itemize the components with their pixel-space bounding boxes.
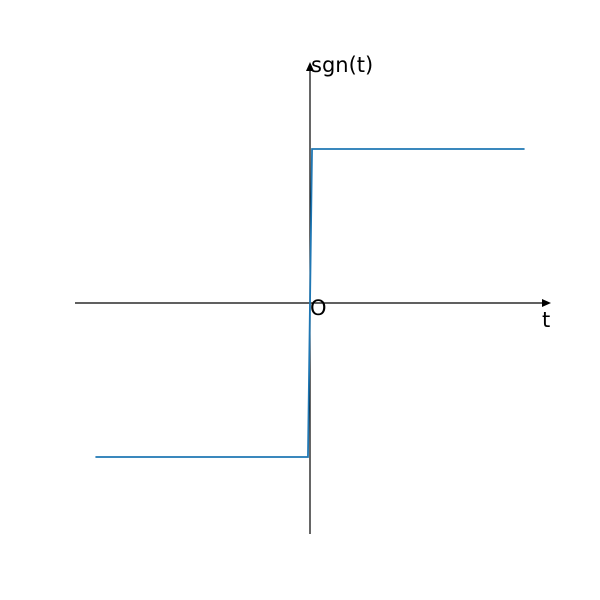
y-axis-label: sgn(t) (311, 53, 373, 77)
x-axis-arrow-icon (542, 299, 551, 307)
series-layer (95, 148, 525, 458)
x-axis-label: t (542, 308, 550, 332)
y-axis-arrow-icon (306, 62, 314, 71)
origin-label: O (310, 296, 327, 320)
series-line-0 (95, 148, 525, 458)
